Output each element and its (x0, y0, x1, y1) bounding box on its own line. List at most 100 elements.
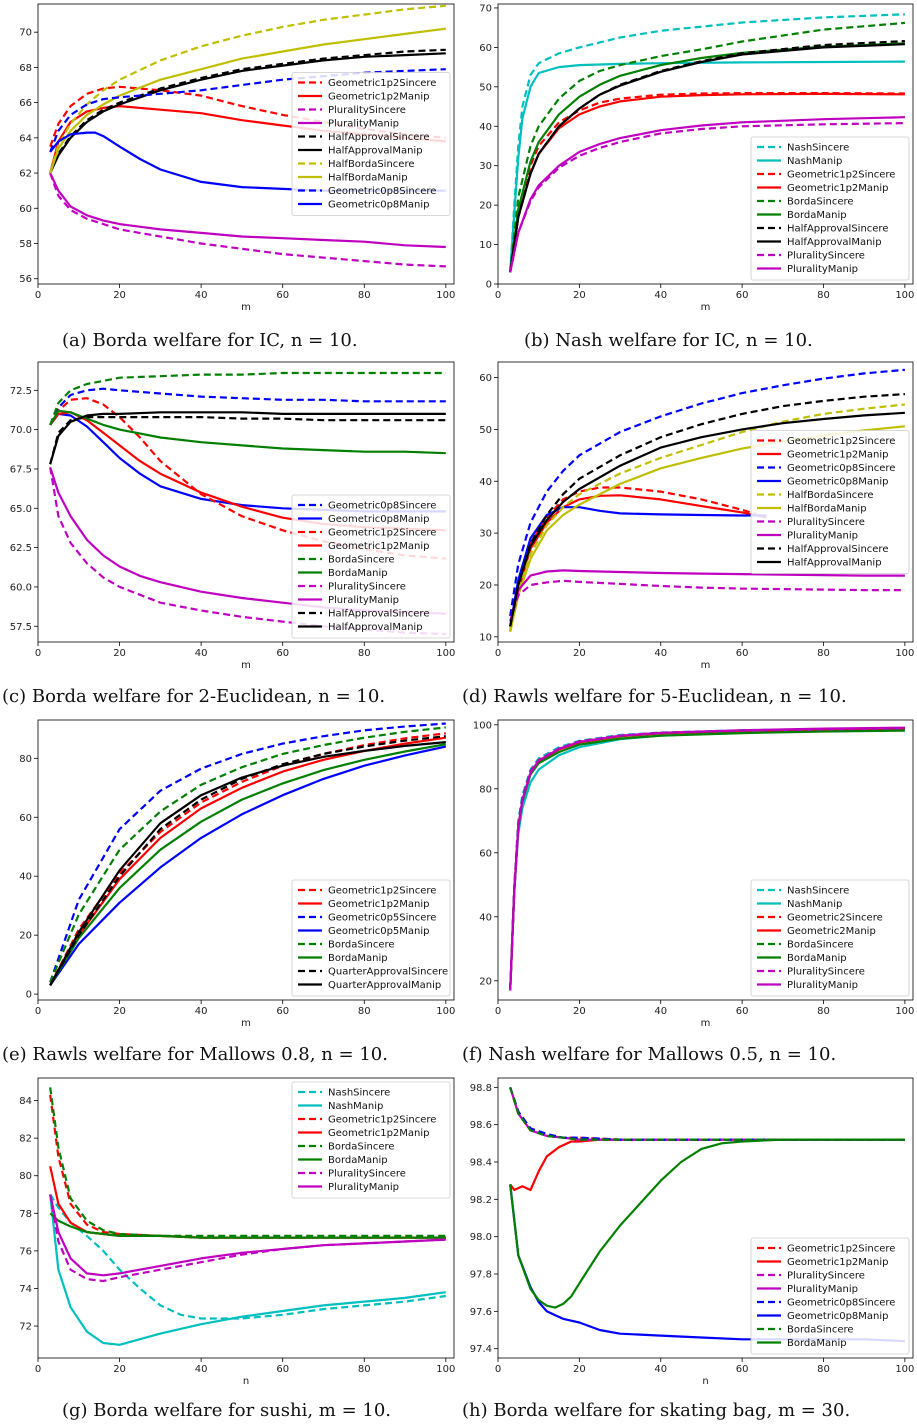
chart-b-series-group (509, 13, 905, 273)
chart-d-xtick-label: 0 (495, 648, 501, 659)
chart-b-ytick-label: 0 (486, 280, 492, 291)
chart-d-legend-label: HalfApprovalSincere (787, 544, 888, 555)
chart-c-ytick-label: 62.5 (10, 543, 32, 554)
chart-f-legend-box (750, 879, 910, 997)
chart-c-legend-label: Geometric1p2Manip (328, 541, 430, 552)
chart-b-series-NashSincere (509, 13, 905, 273)
chart-d-legend-label: PluralitySincere (787, 517, 865, 528)
chart-e-xtick-label: 60 (276, 1006, 289, 1017)
chart-a-legend-label: Geometric1p2Sincere (328, 78, 436, 89)
chart-b-legend-label: Geometric1p2Sincere (787, 170, 895, 181)
chart-g-xlabel: n (243, 1376, 249, 1387)
chart-f-svg: 0 20 40 60 80 100 20 40 60 80 100 m NashSincere NashM… (473, 719, 914, 1029)
chart-a-legend-label: PluralityManip (328, 119, 399, 130)
chart-a-series-HalfBordaSincere (49, 4, 446, 174)
chart-g-xtick-label: 80 (358, 1364, 371, 1375)
chart-g-series-group (49, 1087, 446, 1346)
chart-h-legend-box (750, 1237, 910, 1355)
chart-b-series-BordaSincere (509, 21, 905, 273)
caption-a: (a) Borda welfare for IC, n = 10. (62, 330, 358, 351)
chart-h-xlabel: n (702, 1376, 708, 1387)
chart-c-legend-label: BordaSincere (328, 555, 395, 566)
chart-h-series-BordaSincere (509, 1086, 905, 1141)
chart-g-series-PluralitySincere (49, 1194, 446, 1283)
chart-d-legend-label: HalfBordaManip (787, 504, 867, 515)
chart-f-legend-label: Geometric2Sincere (787, 913, 883, 924)
chart-e-legend-label: Geometric1p2Sincere (328, 886, 436, 897)
chart-f-ytick-label: 20 (479, 976, 492, 987)
chart-c-ytick-label: 65.0 (10, 504, 32, 515)
chart-b-ytick-label: 70 (479, 3, 492, 14)
chart-d-xtick-label: 20 (573, 648, 586, 659)
chart-a-ytick-label: 66 (19, 98, 32, 109)
chart-e-series-group (49, 722, 447, 986)
chart-g-series-BordaSincere (49, 1087, 446, 1237)
chart-e-legend-label: Geometric1p2Manip (328, 899, 430, 910)
chart-e-series-BordaManip (49, 743, 446, 986)
chart-e-xtick-label: 80 (358, 1006, 371, 1017)
chart-h-legend-label: Geometric0p8Sincere (787, 1298, 895, 1309)
chart-d-ytick-label: 10 (479, 632, 492, 643)
chart-b-legend: NashSincere NashManip Geometric1p2Sincere G… (750, 136, 910, 281)
chart-h-series-Geometric1p2Sincere (509, 1086, 905, 1141)
chart-a-ytick-label: 58 (19, 239, 32, 250)
chart-d-series-HalfApprovalSincere (509, 393, 905, 627)
chart-h-xtick-label: 100 (895, 1364, 914, 1375)
chart-d-xlabel: m (701, 660, 711, 671)
chart-f-ytick-label: 40 (479, 912, 492, 923)
chart-b-legend-label: BordaManip (787, 210, 847, 221)
chart-b-ytick-label: 10 (479, 240, 492, 251)
chart-d-legend-label: Geometric0p8Sincere (787, 463, 895, 474)
chart-h-xtick-label: 80 (817, 1364, 830, 1375)
chart-b-frame (497, 3, 914, 285)
chart-f-legend-label: BordaManip (787, 953, 847, 964)
chart-d-ytick-label: 20 (479, 580, 492, 591)
chart-b-series-NashManip (509, 60, 905, 273)
chart-b-series-PluralityManip (509, 116, 905, 273)
chart-e-series-Geometric1p2Sincere (49, 732, 446, 986)
chart-e-legend-label: BordaManip (328, 953, 388, 964)
chart-g-ytick-label: 76 (19, 1246, 32, 1257)
chart-d-legend-label: PluralityManip (787, 531, 858, 542)
chart-c-xtick-label: 100 (436, 648, 455, 659)
chart-c-legend-label: HalfApprovalSincere (328, 609, 429, 620)
chart-h-series-group (509, 1086, 905, 1343)
chart-e-legend-label: Geometric0p5Manip (328, 926, 430, 937)
chart-a-xlabel: m (241, 302, 251, 313)
chart-g-ytick-label: 84 (19, 1096, 32, 1107)
chart-d-legend-label: HalfApprovalManip (787, 558, 882, 569)
chart-g-series-BordaManip (49, 1212, 446, 1239)
chart-e-legend-label: QuarterApprovalManip (328, 980, 441, 991)
chart-b-legend-label: PluralityManip (787, 264, 858, 275)
chart-d-legend-label: Geometric1p2Sincere (787, 436, 895, 447)
chart-h-legend-label: Geometric0p8Manip (787, 1311, 889, 1322)
chart-a-series-HalfBordaManip (49, 27, 446, 174)
chart-e-ytick-label: 0 (26, 990, 32, 1001)
chart-f-ytick-label: 60 (479, 848, 492, 859)
chart-panel-d: 0 20 40 60 80 100 10 20 30 40 50 60 m Geometric1p2Sin… (460, 358, 917, 671)
chart-a-legend-label: HalfBordaSincere (328, 159, 415, 170)
chart-a-ytick-label: 70 (19, 28, 32, 39)
chart-g-xtick-label: 60 (276, 1364, 289, 1375)
chart-c-xtick-label: 40 (195, 648, 208, 659)
caption-b: (b) Nash welfare for IC, n = 10. (524, 330, 813, 351)
chart-g-ytick-label: 72 (19, 1322, 32, 1333)
chart-a-xtick-label: 40 (195, 290, 208, 301)
chart-g-frame (37, 1077, 455, 1359)
chart-b-legend-label: HalfApprovalManip (787, 237, 882, 248)
chart-c-legend-label: Geometric0p8Sincere (328, 501, 436, 512)
chart-a-xtick-label: 100 (436, 290, 455, 301)
chart-h-ytick-label: 98.8 (470, 1083, 492, 1094)
caption-e: (e) Rawls welfare for Mallows 0.8, n = 1… (2, 1044, 388, 1065)
chart-e-xtick-label: 0 (35, 1006, 41, 1017)
chart-b-legend-box (750, 136, 910, 281)
chart-c-legend-label: Geometric1p2Sincere (328, 528, 436, 539)
chart-e-xtick-label: 100 (436, 1006, 455, 1017)
chart-h-frame (497, 1077, 914, 1359)
chart-f-ytick-label: 80 (479, 784, 492, 795)
chart-panel-e: 0 20 40 60 80 100 0 20 40 60 80 m Geometric1p2Sincer… (0, 716, 458, 1029)
chart-d-ytick-label: 50 (479, 425, 492, 436)
chart-e-xtick-label: 40 (195, 1006, 208, 1017)
chart-c-ytick-label: 70.0 (10, 425, 32, 436)
chart-c-ytick-label: 72.5 (10, 386, 32, 397)
